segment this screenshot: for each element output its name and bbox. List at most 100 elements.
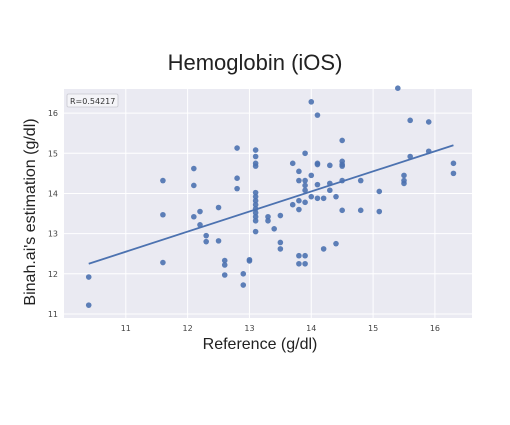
data-point <box>302 187 308 194</box>
data-point <box>252 209 259 216</box>
y-tick-label: 13 <box>48 230 58 239</box>
data-point <box>314 181 321 188</box>
data-point <box>197 208 203 215</box>
data-point <box>376 208 383 215</box>
data-point <box>252 197 259 204</box>
tick-labels: 11 12 13 14 15 16 11 12 13 14 15 16 <box>48 109 440 333</box>
data-points <box>85 85 457 308</box>
data-point <box>333 193 339 200</box>
data-point <box>221 257 228 264</box>
data-point <box>450 170 457 177</box>
chart-title: Hemoglobin (iOS) <box>167 50 343 75</box>
data-point <box>252 201 259 208</box>
data-point <box>265 217 271 224</box>
data-point <box>252 163 259 169</box>
data-point <box>357 207 364 214</box>
data-point <box>376 188 383 195</box>
data-point <box>320 246 327 252</box>
x-axis-label: Reference (g/dl) <box>203 336 318 353</box>
data-point <box>160 177 166 184</box>
data-point <box>302 252 308 259</box>
data-point <box>203 238 209 245</box>
data-point <box>252 153 259 160</box>
data-point <box>401 180 407 187</box>
data-point <box>160 211 166 218</box>
data-point <box>314 112 321 118</box>
data-point <box>271 226 277 232</box>
x-tick-label: 12 <box>183 324 193 333</box>
data-point <box>234 145 240 151</box>
data-point <box>327 187 333 194</box>
y-axis-label: Binah.ai's estimation (g/dl) <box>22 118 39 305</box>
regression-line <box>88 144 454 265</box>
x-tick-label: 11 <box>121 324 131 333</box>
y-tick-label: 11 <box>48 310 58 319</box>
data-point <box>333 240 339 247</box>
data-point <box>296 177 302 184</box>
x-tick-label: 15 <box>368 324 378 333</box>
data-point <box>246 258 253 264</box>
data-point <box>191 213 197 220</box>
x-tick-label: 16 <box>430 324 440 333</box>
x-tick-label: 13 <box>244 324 254 333</box>
data-point <box>357 177 364 184</box>
data-point <box>277 246 284 252</box>
data-point <box>252 193 259 200</box>
data-point <box>296 206 302 213</box>
correlation-label: R=0.54217 <box>70 97 115 106</box>
data-point <box>252 213 259 220</box>
data-point <box>215 238 222 244</box>
plot-area <box>64 89 472 318</box>
data-point <box>314 161 321 168</box>
data-point <box>203 232 209 239</box>
data-point <box>302 177 308 184</box>
data-point <box>277 239 284 246</box>
y-tick-label: 15 <box>48 149 58 158</box>
data-point <box>296 197 302 204</box>
data-point <box>401 172 407 179</box>
data-point <box>302 199 308 206</box>
data-point <box>339 137 345 144</box>
data-point <box>450 160 457 167</box>
data-point <box>234 175 240 181</box>
correlation-annotation: R=0.54217 <box>66 93 119 108</box>
data-point <box>191 165 197 172</box>
data-point <box>221 272 228 278</box>
data-point <box>296 260 302 267</box>
data-point <box>302 260 308 267</box>
data-point <box>314 195 321 202</box>
data-point <box>289 201 296 208</box>
data-point <box>85 302 92 308</box>
data-point <box>308 172 315 179</box>
data-point <box>240 271 247 277</box>
data-point <box>252 189 259 196</box>
data-point <box>85 274 92 280</box>
y-tick-label: 16 <box>48 109 58 118</box>
y-tick-label: 12 <box>48 270 58 279</box>
grid <box>64 89 472 318</box>
data-point <box>339 163 345 169</box>
data-point <box>234 185 240 192</box>
x-tick-label: 14 <box>306 324 316 333</box>
data-point <box>339 207 345 214</box>
data-point <box>252 228 259 235</box>
data-point <box>302 182 308 189</box>
data-point <box>221 262 228 268</box>
data-point <box>215 204 222 211</box>
data-point <box>425 119 432 125</box>
data-point <box>302 150 308 157</box>
data-point <box>289 160 296 167</box>
data-point <box>296 168 302 175</box>
data-point <box>320 195 327 202</box>
data-point <box>395 85 401 91</box>
data-point <box>252 147 259 153</box>
data-point <box>265 213 271 220</box>
data-point <box>277 212 284 219</box>
y-tick-label: 14 <box>48 189 58 198</box>
data-point <box>197 221 203 228</box>
data-point <box>308 99 315 105</box>
data-point <box>252 217 259 224</box>
data-point <box>407 117 413 124</box>
data-point <box>160 259 166 266</box>
